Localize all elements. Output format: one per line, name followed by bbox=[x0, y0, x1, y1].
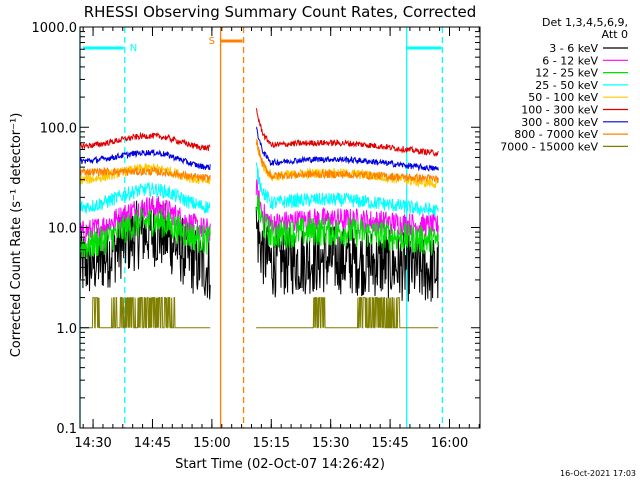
series-line-7 bbox=[255, 139, 439, 184]
legend-entry-label: 12 - 25 keV bbox=[535, 67, 598, 80]
flag-label: N bbox=[130, 43, 137, 54]
legend-entry-label: 25 - 50 keV bbox=[535, 79, 598, 92]
series-line-3 bbox=[79, 182, 211, 214]
flag-lines: NS bbox=[83, 36, 442, 54]
axes: 0.1 1.0 10.0 100.0 1000.0 14:30 14:45 15:00 15:1… bbox=[32, 21, 481, 451]
x-tick-label: 15:00 bbox=[193, 436, 230, 451]
series-lines bbox=[79, 108, 439, 329]
legend-header: Att 0 bbox=[602, 28, 628, 41]
legend-entry-label: 6 - 12 keV bbox=[542, 54, 598, 67]
y-tick-label: 1.0 bbox=[56, 322, 77, 337]
flag-label: S bbox=[209, 36, 215, 47]
series-line-6 bbox=[255, 126, 439, 172]
y-tick-label: 0.1 bbox=[56, 422, 77, 437]
legend-entry-label: 50 - 100 keV bbox=[528, 91, 598, 104]
x-tick-label: 15:15 bbox=[253, 436, 290, 451]
series-line-6 bbox=[79, 149, 211, 170]
render-timestamp: 16-Oct-2021 17:03 bbox=[560, 469, 636, 478]
series-line-0 bbox=[255, 206, 439, 302]
legend-header: Det 1,3,4,5,6,9, bbox=[542, 16, 628, 29]
x-tick-label: 15:30 bbox=[312, 436, 349, 451]
y-tick-label: 10.0 bbox=[48, 222, 77, 237]
y-tick-label: 100.0 bbox=[40, 121, 77, 136]
y-axis-label: Corrected Count Rate (s⁻¹ detector⁻¹) bbox=[9, 113, 24, 358]
legend-entry-label: 100 - 300 keV bbox=[521, 104, 598, 117]
y-tick-label: 1000.0 bbox=[32, 21, 78, 36]
x-tick-label: 15:45 bbox=[371, 436, 408, 451]
x-tick-label: 14:45 bbox=[134, 436, 171, 451]
x-tick-label: 16:00 bbox=[431, 436, 468, 451]
series-line-8 bbox=[256, 297, 439, 329]
series-line-5 bbox=[255, 108, 439, 157]
series-line-8 bbox=[80, 297, 211, 329]
series-line-3 bbox=[255, 162, 439, 218]
x-tick-label: 14:30 bbox=[74, 436, 111, 451]
legend-entry-label: 300 - 800 keV bbox=[521, 116, 598, 129]
legend-entry-label: 3 - 6 keV bbox=[549, 42, 598, 55]
chart-title: RHESSI Observing Summary Count Rates, Co… bbox=[84, 3, 477, 21]
series-line-2 bbox=[79, 207, 211, 259]
series-line-2 bbox=[255, 194, 439, 256]
legend-entry-label: 800 - 7000 keV bbox=[514, 128, 598, 141]
x-axis-label: Start Time (02-Oct-07 14:26:42) bbox=[175, 457, 385, 472]
legend-entry-label: 7000 - 15000 keV bbox=[500, 140, 598, 153]
svg-text:Corrected Count Rate (s⁻¹ dete: Corrected Count Rate (s⁻¹ detector⁻¹) bbox=[9, 113, 24, 358]
series-line-5 bbox=[79, 131, 211, 152]
series-line-7 bbox=[79, 166, 211, 183]
